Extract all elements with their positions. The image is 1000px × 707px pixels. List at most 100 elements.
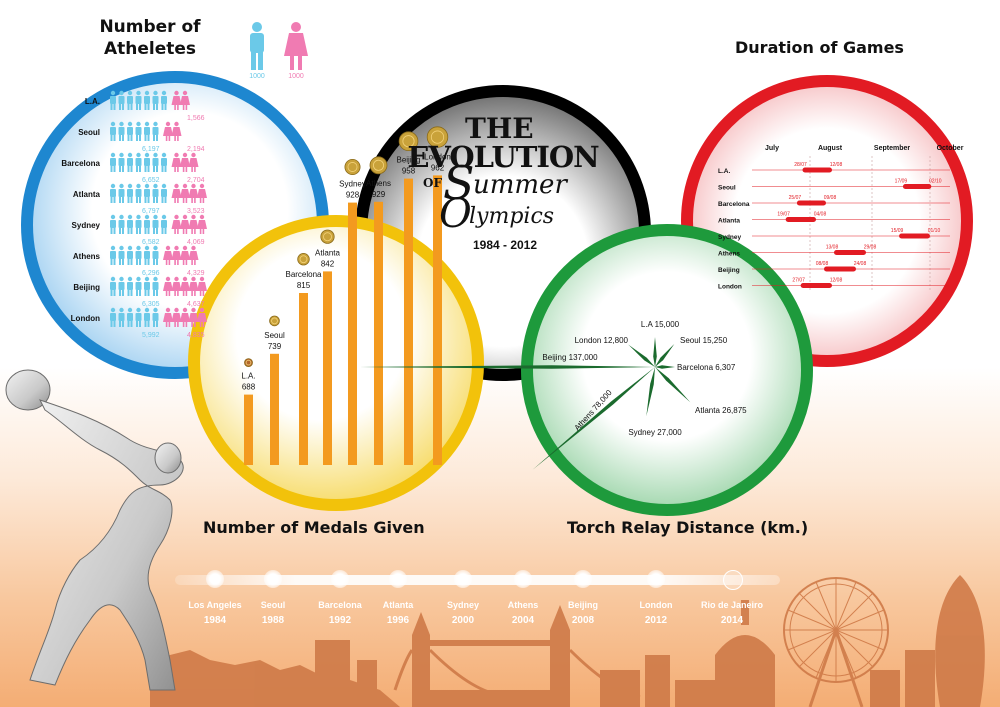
timeline-dot[interactable] — [454, 570, 472, 588]
athlete-row: L.A. 1,566 — [85, 90, 205, 122]
torch-spike — [628, 344, 655, 367]
athlete-row-city: L.A. — [85, 97, 100, 106]
female-count: 3,523 — [187, 208, 205, 215]
timeline-dot[interactable] — [514, 570, 532, 588]
timeline-year: 1988 — [261, 615, 285, 626]
male-count: 5,992 — [142, 332, 160, 339]
medal-bar — [299, 293, 308, 465]
month-label: July — [765, 145, 779, 152]
title-olympics-initial: O — [439, 191, 472, 237]
male-icon — [127, 152, 133, 172]
torch-label: L.A 15,000 — [641, 320, 680, 329]
athlete-row-city: Barcelona — [61, 159, 100, 168]
timeline-city: London — [639, 600, 673, 610]
torch-label: London 12,800 — [575, 336, 629, 345]
male-count: 6,652 — [142, 177, 160, 184]
duration-start: 27/07 — [792, 278, 805, 284]
male-icon — [135, 183, 142, 203]
female-icon — [188, 152, 199, 172]
female-icon — [197, 307, 207, 327]
male-icon — [110, 245, 116, 265]
medal-bar — [348, 202, 357, 465]
bar-category-label: Seoul — [264, 331, 285, 340]
medal-bar-group: Seoul 739 — [264, 315, 285, 465]
female-icon — [180, 245, 190, 265]
male-icon — [135, 307, 142, 327]
title-of: OF — [423, 176, 442, 190]
month-label: October — [937, 145, 964, 152]
duration-start: 15/09 — [891, 228, 904, 234]
timeline-dot[interactable] — [331, 570, 349, 588]
timeline-year: 2004 — [511, 615, 535, 626]
timeline-year: 1984 — [203, 615, 227, 626]
timeline-dot[interactable] — [574, 570, 592, 588]
green-ring — [521, 224, 813, 516]
athlete-row-city: London — [71, 314, 100, 323]
medal-bar-group: Athens 929 — [366, 156, 391, 466]
female-count: 4,329 — [187, 270, 205, 277]
timeline-track — [175, 575, 780, 585]
torch-spike — [360, 365, 655, 369]
male-count: 6,296 — [142, 270, 160, 277]
medal-icon — [244, 358, 253, 368]
torch-spike — [655, 344, 675, 367]
timeline-dot[interactable] — [389, 570, 407, 588]
male-count: 6,582 — [142, 239, 160, 246]
title-summer-rest: ummer — [473, 170, 567, 200]
male-icon — [144, 183, 150, 203]
female-icon — [180, 276, 190, 296]
male-icon — [127, 307, 133, 327]
medal-icon — [297, 253, 310, 266]
male-icon — [118, 90, 125, 110]
athlete-row: Barcelona 6,652 2,704 — [61, 152, 205, 184]
timeline-dot[interactable] — [647, 570, 665, 588]
torch-label: Sydney 27,000 — [628, 428, 682, 437]
torch-spike — [655, 367, 691, 403]
bar-category-label: L.A. — [241, 372, 255, 381]
timeline-year: 2012 — [644, 615, 668, 626]
timeline-dot[interactable] — [206, 570, 224, 588]
timeline-dot[interactable] — [264, 570, 282, 588]
torch-spike — [532, 367, 655, 470]
timeline-city: Rio de Janeiro — [700, 600, 763, 610]
female-icon — [163, 307, 173, 327]
torch-label: Seoul 15,250 — [680, 336, 728, 345]
female-count: 1,566 — [187, 115, 205, 122]
male-icon — [127, 214, 133, 234]
male-icon — [144, 245, 150, 265]
athlete-row-city: Athens — [73, 252, 101, 261]
athlete-row-city: Beijing — [73, 283, 100, 292]
male-icon — [144, 276, 150, 296]
duration-row: Sydney 15/09 01/10 — [718, 228, 950, 241]
female-icon — [163, 276, 173, 296]
female-icon — [188, 183, 199, 203]
duration-end: 04/08 — [814, 212, 827, 218]
female-count: 2,194 — [187, 146, 205, 153]
female-icon — [171, 276, 182, 296]
medal-icon — [398, 131, 419, 152]
duration-start: 28/07 — [794, 162, 807, 168]
torch-heading: Torch Relay Distance (km.) — [567, 518, 809, 537]
timeline-city: Barcelona — [318, 600, 362, 610]
male-legend-label: 1000 — [249, 73, 265, 80]
duration-bar — [785, 217, 816, 222]
duration-start: 17/09 — [895, 179, 908, 185]
duration-end: 24/08 — [854, 261, 867, 267]
female-icon — [180, 183, 190, 203]
male-icon — [152, 152, 159, 172]
timeline-dot[interactable] — [723, 570, 743, 590]
medals-heading: Number of Medals Given — [203, 518, 425, 537]
male-icon — [135, 121, 142, 141]
female-icon — [171, 245, 182, 265]
male-icon — [118, 307, 125, 327]
medal-icon — [344, 158, 361, 175]
main-title: THE EVOLUTION OF S ummer O lympics — [403, 112, 603, 262]
torch-spike — [646, 367, 655, 417]
female-count: 4,069 — [187, 239, 205, 246]
female-icon — [171, 214, 182, 234]
male-icon — [118, 276, 125, 296]
duration-start: 25/07 — [789, 195, 802, 201]
female-icon — [180, 90, 190, 110]
